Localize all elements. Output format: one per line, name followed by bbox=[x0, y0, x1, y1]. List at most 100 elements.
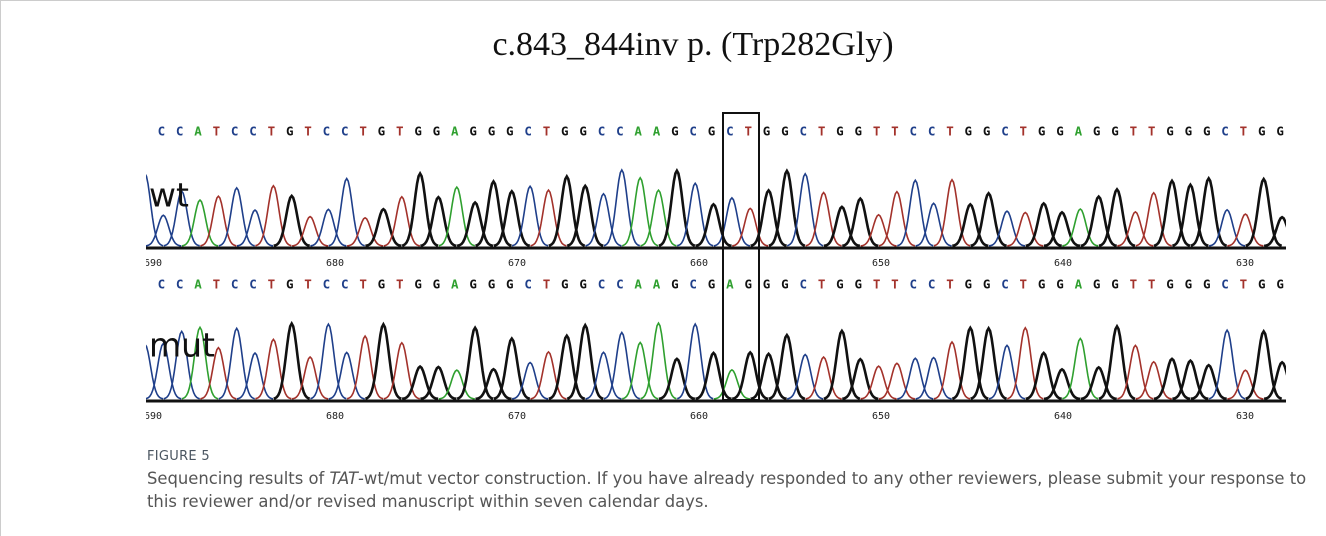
base-call: G bbox=[1166, 124, 1174, 139]
base-call: A bbox=[194, 277, 202, 292]
base-call: T bbox=[396, 124, 404, 139]
base-call: C bbox=[1001, 124, 1009, 139]
base-call: T bbox=[1020, 277, 1028, 292]
position-label: 680 bbox=[326, 258, 344, 269]
position-label: 640 bbox=[1054, 258, 1072, 269]
base-call: T bbox=[543, 124, 551, 139]
base-call: T bbox=[304, 124, 312, 139]
trace-peak bbox=[219, 328, 255, 398]
base-call: A bbox=[1075, 277, 1083, 292]
base-call: G bbox=[378, 124, 386, 139]
base-call: G bbox=[965, 277, 973, 292]
base-call: C bbox=[176, 124, 184, 139]
base-call: G bbox=[414, 277, 422, 292]
base-call: T bbox=[1130, 124, 1138, 139]
position-label: 670 bbox=[508, 258, 526, 269]
position-label: 690 bbox=[144, 411, 162, 422]
base-call: A bbox=[451, 124, 459, 139]
base-call: T bbox=[1240, 124, 1248, 139]
base-call: T bbox=[213, 277, 221, 292]
trace-peak bbox=[549, 336, 585, 399]
base-call: C bbox=[176, 277, 184, 292]
base-call: G bbox=[1185, 124, 1193, 139]
base-call: C bbox=[249, 124, 257, 139]
base-call: G bbox=[1276, 124, 1284, 139]
base-call: T bbox=[1130, 277, 1138, 292]
position-label: 650 bbox=[872, 411, 890, 422]
base-call: G bbox=[965, 124, 973, 139]
traces: CCCATCCTGTCCTGTGGAGGGCTGGCCAAGCGCTGGCTGG… bbox=[127, 124, 1300, 423]
base-call: T bbox=[873, 277, 881, 292]
base-call: C bbox=[139, 124, 147, 139]
base-call: C bbox=[616, 277, 624, 292]
base-call: G bbox=[708, 277, 716, 292]
base-call: G bbox=[469, 124, 477, 139]
base-call: A bbox=[726, 277, 734, 292]
trace-peak bbox=[1099, 326, 1135, 398]
base-call: T bbox=[818, 124, 826, 139]
base-call: C bbox=[1221, 124, 1229, 139]
base-call: C bbox=[910, 277, 918, 292]
base-call: G bbox=[1258, 124, 1266, 139]
trace-peak bbox=[1264, 217, 1300, 246]
base-call: G bbox=[1038, 124, 1046, 139]
base-call: C bbox=[689, 124, 697, 139]
base-call: C bbox=[341, 277, 349, 292]
base-call: G bbox=[561, 124, 569, 139]
base-call: G bbox=[781, 124, 789, 139]
base-call: C bbox=[1001, 277, 1009, 292]
base-call: G bbox=[1111, 124, 1119, 139]
base-call: T bbox=[359, 124, 367, 139]
chromatogram-figure: c.843_844inv p. (Trp282Gly) CCCATCCTGTCC… bbox=[1, 1, 1326, 441]
base-call: G bbox=[708, 124, 716, 139]
base-call: C bbox=[231, 124, 239, 139]
position-label: 690 bbox=[144, 258, 162, 269]
caption: Sequencing results of TAT-wt/mut vector … bbox=[147, 467, 1307, 513]
position-label: 630 bbox=[1236, 258, 1254, 269]
base-call: C bbox=[928, 124, 936, 139]
base-call: C bbox=[799, 124, 807, 139]
base-call: G bbox=[1203, 124, 1211, 139]
base-call: C bbox=[231, 277, 239, 292]
base-call: G bbox=[433, 277, 441, 292]
base-call: T bbox=[1148, 277, 1156, 292]
base-call: G bbox=[781, 277, 789, 292]
base-call: C bbox=[323, 277, 331, 292]
base-call: G bbox=[506, 124, 514, 139]
trace-peak bbox=[274, 196, 310, 246]
base-call: A bbox=[194, 124, 202, 139]
caption-gene: TAT bbox=[329, 469, 358, 488]
base-call: C bbox=[524, 124, 532, 139]
base-call: T bbox=[818, 277, 826, 292]
base-call: T bbox=[873, 124, 881, 139]
position-label: 660 bbox=[690, 258, 708, 269]
position-label: 650 bbox=[872, 258, 890, 269]
base-call: C bbox=[598, 124, 606, 139]
base-call: G bbox=[488, 124, 496, 139]
base-call: G bbox=[671, 277, 679, 292]
base-call: C bbox=[1221, 277, 1229, 292]
trace-peak bbox=[879, 192, 915, 246]
base-call: G bbox=[1185, 277, 1193, 292]
base-call: G bbox=[579, 124, 587, 139]
trace-peak bbox=[677, 324, 713, 399]
base-call: A bbox=[451, 277, 459, 292]
trace-peak bbox=[1081, 197, 1117, 246]
base-call: G bbox=[1056, 124, 1064, 139]
base-call: G bbox=[506, 277, 514, 292]
trace-peak bbox=[494, 339, 530, 399]
base-call: C bbox=[910, 124, 918, 139]
base-call: C bbox=[616, 124, 624, 139]
base-call: T bbox=[543, 277, 551, 292]
base-call: G bbox=[854, 124, 862, 139]
base-call: T bbox=[1240, 277, 1248, 292]
caption-text: Sequencing results of bbox=[147, 469, 329, 488]
base-call: G bbox=[433, 124, 441, 139]
base-call: G bbox=[836, 124, 844, 139]
trace-peak bbox=[659, 359, 695, 399]
trace-peak bbox=[1209, 330, 1245, 399]
trace-peak bbox=[824, 331, 860, 399]
trace-peak bbox=[476, 369, 512, 399]
base-call: T bbox=[396, 277, 404, 292]
position-label: 640 bbox=[1054, 411, 1072, 422]
